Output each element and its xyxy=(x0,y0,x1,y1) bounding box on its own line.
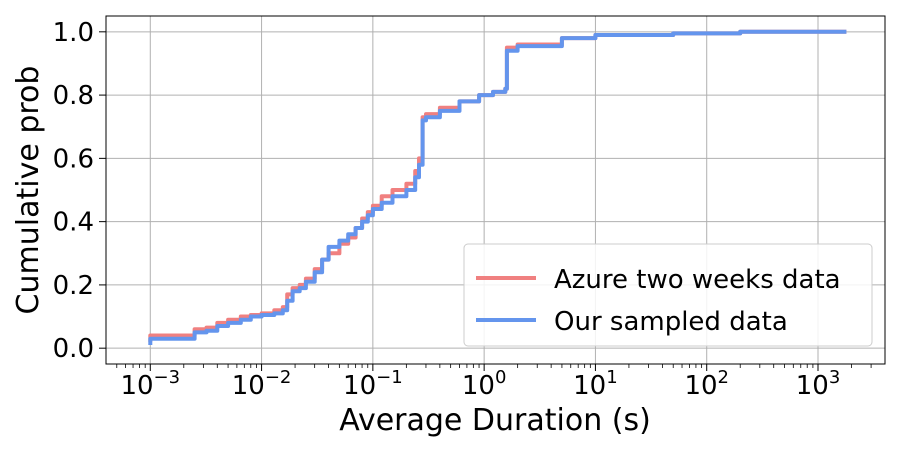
y-tick-label: 0.8 xyxy=(53,81,94,111)
series-sampled-line xyxy=(148,29,847,345)
x-tick-label: 10−3 xyxy=(120,367,180,401)
x-tick-label: 10−2 xyxy=(232,367,292,401)
legend-label-azure: Azure two weeks data xyxy=(554,265,841,295)
x-axis-ticks: 10−3 10−2 10−1 100 101 102 103 xyxy=(116,364,872,401)
y-tick-label: 0.6 xyxy=(53,144,94,174)
legend: Azure two weeks data Our sampled data xyxy=(463,243,873,347)
legend-box xyxy=(463,243,873,347)
legend-label-sampled: Our sampled data xyxy=(554,307,788,337)
x-tick-label: 103 xyxy=(796,367,841,401)
y-tick-label: 0.2 xyxy=(53,271,94,301)
x-tick-label: 101 xyxy=(573,367,618,401)
y-tick-label: 0.4 xyxy=(53,208,94,238)
x-tick-label: 10−1 xyxy=(343,367,403,401)
y-tick-label: 0.0 xyxy=(53,334,94,364)
x-tick-label: 100 xyxy=(462,367,507,401)
y-axis-label: Cumulative prob xyxy=(11,66,46,315)
y-tick-label: 1.0 xyxy=(53,18,94,48)
plot-frame xyxy=(105,15,886,365)
x-tick-label: 102 xyxy=(684,367,729,401)
series-layer xyxy=(148,29,847,345)
x-axis-label: Average Duration (s) xyxy=(339,403,651,438)
y-axis-ticks: 0.0 0.2 0.4 0.6 0.8 1.0 xyxy=(53,18,106,364)
